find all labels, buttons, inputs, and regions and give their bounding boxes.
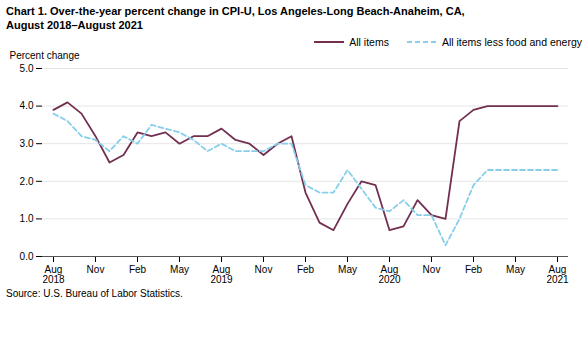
html-text:August 2018–August 2021: August 2018–August 2021 <box>6 19 143 31</box>
svg-text:Nov: Nov <box>255 264 273 275</box>
svg-text:Nov: Nov <box>87 264 105 275</box>
svg-text:3.0: 3.0 <box>20 138 34 149</box>
svg-text:Feb: Feb <box>129 264 147 275</box>
svg-text:Nov: Nov <box>423 264 441 275</box>
svg-text:May: May <box>170 264 189 275</box>
svg-text:2.0: 2.0 <box>20 176 34 187</box>
svg-text:Aug2018: Aug2018 <box>42 264 65 285</box>
html-text:All items less food and energy: All items less food and energy <box>441 36 582 48</box>
html-text:Chart 1. Over-the-year percent: Chart 1. Over-the-year percent change in… <box>6 5 465 17</box>
svg-text:0.0: 0.0 <box>20 251 34 262</box>
svg-text:May: May <box>338 264 357 275</box>
svg-text:4.0: 4.0 <box>20 100 34 111</box>
html-text:All items: All items <box>349 36 389 48</box>
html-text:Source: U.S. Bureau of Labor S: Source: U.S. Bureau of Labor Statistics. <box>6 288 183 299</box>
svg-text:May: May <box>506 264 525 275</box>
svg-text:5.0: 5.0 <box>20 63 34 74</box>
svg-text:Aug2020: Aug2020 <box>378 264 401 285</box>
svg-text:Percent change: Percent change <box>10 50 80 61</box>
svg-text:Feb: Feb <box>297 264 315 275</box>
svg-text:Aug2019: Aug2019 <box>210 264 233 285</box>
svg-text:Feb: Feb <box>465 264 483 275</box>
svg-text:Aug2021: Aug2021 <box>546 264 569 285</box>
svg-text:1.0: 1.0 <box>20 213 34 224</box>
